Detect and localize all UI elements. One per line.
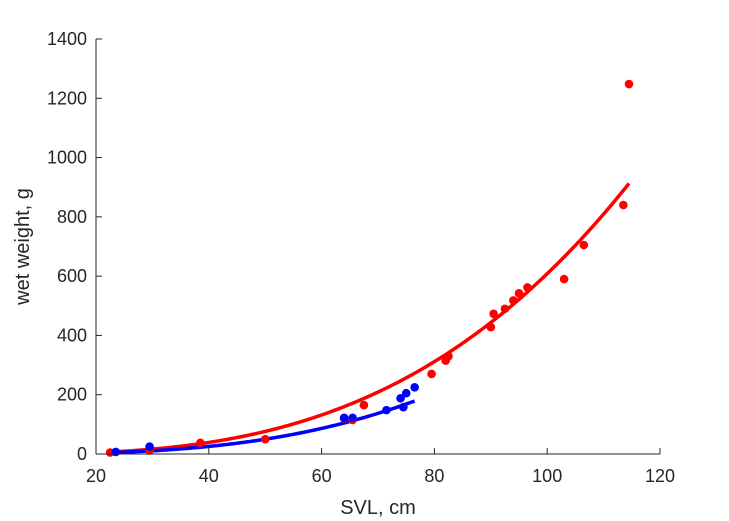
data-point: [145, 442, 154, 451]
data-point: [359, 400, 369, 410]
data-point: [410, 383, 419, 392]
data-point: [624, 79, 634, 89]
y-tick-label: 800: [57, 207, 87, 227]
x-tick-label: 20: [86, 466, 106, 486]
x-tick-label: 100: [532, 466, 562, 486]
data-point: [382, 405, 391, 415]
fit-curves: [110, 182, 631, 455]
y-axis-label: wet weight, g: [12, 188, 34, 306]
y-tick-label: 1200: [47, 88, 87, 108]
fit-curve-1: [110, 182, 631, 454]
data-point: [111, 447, 121, 457]
y-tick-label: 0: [77, 444, 87, 464]
y-tick-label: 1000: [47, 148, 87, 168]
x-axis-label: SVL, cm: [340, 497, 416, 519]
data-point: [444, 351, 453, 361]
data-point: [523, 283, 532, 292]
data-point: [486, 322, 496, 332]
data-point: [396, 393, 405, 403]
x-tick-label: 40: [199, 466, 219, 486]
x-tick-label: 60: [312, 466, 332, 486]
data-point: [196, 438, 205, 448]
data-point: [514, 289, 524, 298]
data-point: [260, 434, 270, 444]
data-point: [500, 304, 510, 314]
data-point: [339, 413, 349, 423]
data-point: [399, 402, 408, 412]
fit-curve-2: [115, 399, 416, 455]
data-point: [401, 388, 411, 398]
x-tick-label: 80: [424, 466, 444, 486]
data-point: [559, 274, 569, 284]
data-point: [489, 309, 498, 319]
y-tick-label: 200: [57, 385, 87, 405]
data-points: [105, 79, 634, 457]
x-tick-label: 120: [645, 466, 675, 486]
y-tick-label: 1400: [47, 29, 87, 49]
data-point: [348, 413, 357, 423]
data-point: [427, 369, 436, 379]
data-point: [509, 296, 518, 305]
data-point: [579, 240, 589, 250]
y-tick-label: 600: [57, 266, 87, 286]
y-tick-label: 400: [57, 325, 87, 345]
data-point: [619, 200, 628, 210]
